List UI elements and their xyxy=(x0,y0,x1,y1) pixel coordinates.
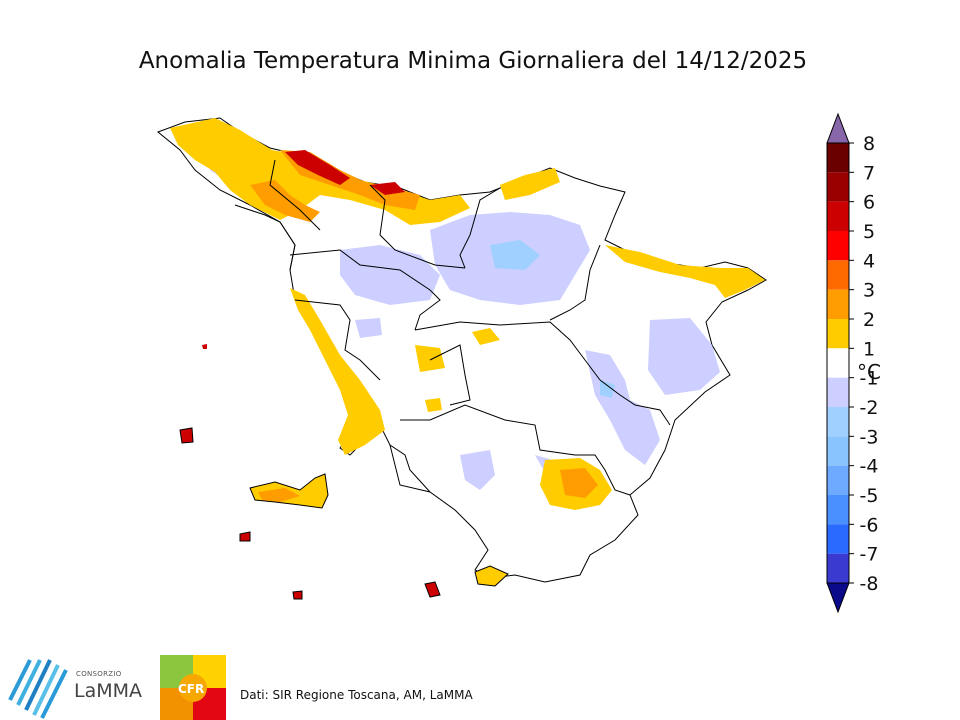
colorbar-swatch xyxy=(827,143,849,173)
colorbar-swatch xyxy=(827,348,849,378)
colorbar-under-arrow xyxy=(826,582,850,614)
colorbar-swatch xyxy=(827,465,849,495)
colorbar-swatch xyxy=(827,289,849,319)
map-title: Anomalia Temperatura Minima Giornaliera … xyxy=(138,48,808,74)
colorbar-tick-label: 2 xyxy=(863,309,875,331)
colorbar-swatch xyxy=(827,553,849,583)
colorbar-swatch xyxy=(827,495,849,525)
colorbar-tick-label: 8 xyxy=(863,133,875,155)
colorbar-swatch xyxy=(827,436,849,466)
cfr-logo-icon xyxy=(160,655,226,720)
colorbar-tick-label: 7 xyxy=(863,162,875,184)
colorbar-tick-label: 6 xyxy=(863,192,875,214)
colorbar-tick-label: 1 xyxy=(863,338,875,360)
colorbar-swatch xyxy=(827,377,849,407)
cfr-logo-text: CFR xyxy=(178,682,205,696)
colorbar-swatch xyxy=(827,201,849,231)
colorbar-tick-label: -5 xyxy=(860,485,879,507)
colorbar-swatch xyxy=(827,231,849,261)
lamma-logo-icon xyxy=(8,659,68,719)
colorbar-tick-label: 3 xyxy=(863,280,875,302)
colorbar-tick-label: -2 xyxy=(860,397,879,419)
lamma-logo-text: LaMMA xyxy=(74,680,143,702)
colorbar-over-arrow xyxy=(826,112,850,144)
colorbar: 8 7 6 5 4 3 2 1 -1 -2 -3 -4 -5 -6 -7 -8 xyxy=(826,112,879,614)
colorbar-unit: °C xyxy=(857,360,881,384)
province-boundaries xyxy=(234,159,671,496)
data-source: Dati: SIR Regione Toscana, AM, LaMMA xyxy=(240,688,473,702)
colorbar-swatch xyxy=(827,319,849,349)
colorbar-tick-label: -8 xyxy=(860,573,879,595)
colorbar-tick-label: -3 xyxy=(860,426,879,448)
islands xyxy=(179,427,509,600)
colorbar-tick-label: -7 xyxy=(860,544,879,566)
colorbar-tick-label: -4 xyxy=(860,456,879,478)
colorbar-tick-label: 5 xyxy=(863,221,875,243)
colorbar-tick-label: -6 xyxy=(860,514,879,536)
lamma-consorzio-text: CONSORZIO xyxy=(76,670,122,678)
colorbar-swatch xyxy=(827,260,849,290)
colorbar-swatch xyxy=(827,407,849,437)
colorbar-tick-label: 4 xyxy=(863,250,875,272)
colorbar-swatch xyxy=(827,524,849,554)
colorbar-tick-label: -1 xyxy=(860,368,879,390)
colder-anomaly-areas xyxy=(490,240,615,398)
colorbar-swatch xyxy=(827,172,849,202)
